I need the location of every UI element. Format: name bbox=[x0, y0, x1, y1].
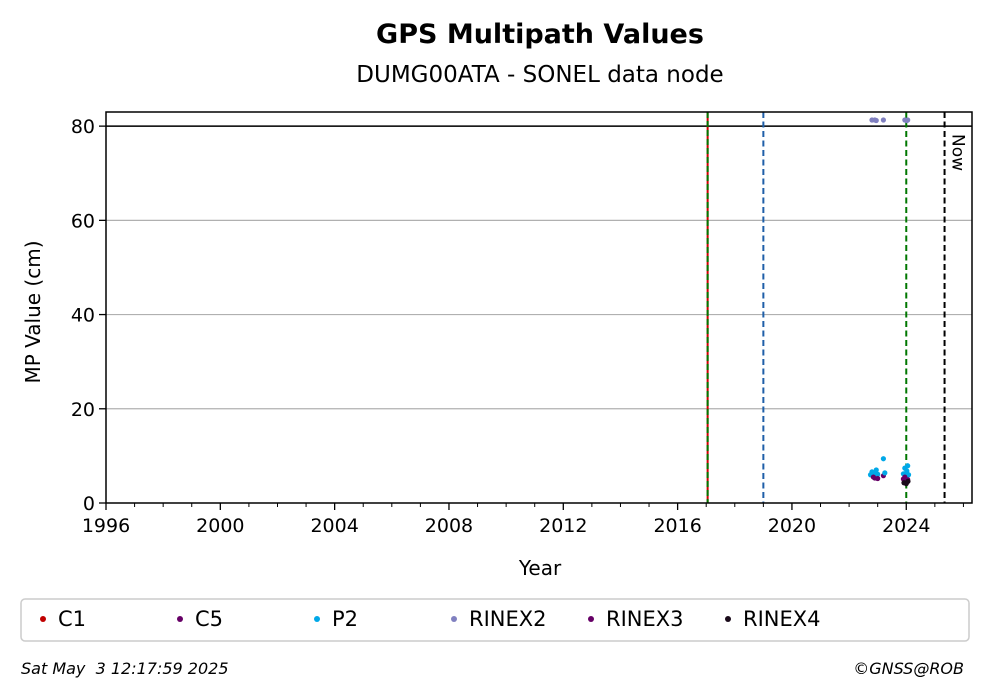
vertical-markers: Now bbox=[706, 112, 968, 503]
data-point bbox=[873, 117, 879, 124]
y-tick-label: 40 bbox=[71, 305, 95, 327]
x-tick-label: 2024 bbox=[882, 515, 930, 537]
legend-marker bbox=[177, 616, 183, 622]
legend-marker bbox=[40, 616, 46, 622]
x-axis-label: Year bbox=[518, 556, 562, 580]
data-point bbox=[875, 471, 881, 477]
x-tick-label: 2016 bbox=[653, 515, 701, 537]
gridlines bbox=[106, 125, 972, 410]
chart-title: GPS Multipath Values bbox=[376, 19, 704, 50]
legend-box bbox=[20, 598, 970, 642]
legend-label: P2 bbox=[332, 607, 358, 631]
data-point bbox=[905, 463, 911, 469]
data-point bbox=[873, 467, 879, 473]
data-points bbox=[867, 117, 912, 487]
legend-marker bbox=[725, 616, 731, 622]
legend-marker bbox=[588, 616, 594, 622]
now-label: Now bbox=[948, 134, 968, 171]
legend-marker bbox=[314, 616, 320, 622]
y-tick-label: 80 bbox=[71, 116, 95, 138]
y-axis-label: MP Value (cm) bbox=[21, 240, 45, 383]
legend-label: RINEX2 bbox=[469, 607, 547, 631]
legend-marker bbox=[451, 616, 457, 622]
data-point bbox=[905, 478, 911, 484]
x-tick-label: 2008 bbox=[425, 515, 473, 537]
x-tick-label: 2020 bbox=[768, 515, 816, 537]
y-tick-label: 60 bbox=[71, 210, 95, 232]
data-point bbox=[905, 117, 911, 123]
data-point bbox=[875, 475, 881, 482]
data-point bbox=[905, 472, 912, 478]
legend: C1 C5 P2 RINEX2 RINEX3 RINEX4 bbox=[40, 607, 821, 631]
chart-subtitle: DUMG00ATA - SONEL data node bbox=[356, 62, 723, 88]
footer-timestamp: Sat May 3 12:17:59 2025 bbox=[21, 659, 229, 678]
x-tick-label: 2012 bbox=[539, 515, 587, 537]
axis-ticks: 1996 2000 2004 2008 2012 2016 2020 2024 0 20 40 60 8… bbox=[71, 116, 964, 537]
data-point bbox=[880, 456, 886, 462]
y-tick-label: 20 bbox=[71, 399, 95, 421]
y-tick-label: 0 bbox=[83, 493, 95, 515]
x-tick-label: 2000 bbox=[196, 515, 244, 537]
legend-label: C1 bbox=[58, 607, 86, 631]
legend-label: RINEX4 bbox=[743, 607, 821, 631]
legend-label: C5 bbox=[195, 607, 223, 631]
legend-label: RINEX3 bbox=[606, 607, 684, 631]
x-tick-label: 1996 bbox=[82, 515, 130, 537]
footer-credit: ©GNSS@ROB bbox=[853, 659, 964, 678]
data-point bbox=[870, 474, 876, 480]
data-point bbox=[880, 117, 886, 123]
plot-area-frame bbox=[105, 111, 973, 504]
x-tick-label: 2004 bbox=[310, 515, 358, 537]
data-point bbox=[882, 470, 888, 476]
